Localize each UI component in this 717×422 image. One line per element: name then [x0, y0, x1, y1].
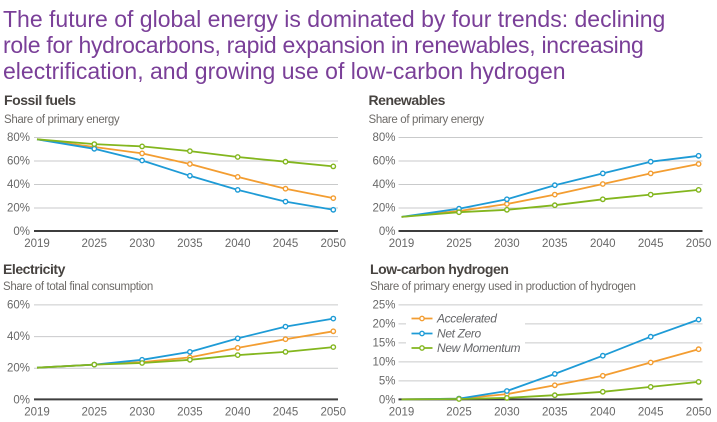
svg-text:20%: 20% — [7, 203, 30, 215]
svg-text:2030: 2030 — [129, 238, 155, 250]
svg-text:2019: 2019 — [24, 407, 50, 419]
svg-text:2035: 2035 — [177, 407, 203, 419]
svg-text:60%: 60% — [372, 156, 395, 168]
svg-text:20%: 20% — [372, 203, 395, 215]
svg-text:20%: 20% — [372, 318, 395, 330]
svg-text:15%: 15% — [372, 337, 395, 349]
svg-text:2030: 2030 — [129, 407, 155, 419]
svg-text:2035: 2035 — [542, 407, 568, 419]
svg-text:80%: 80% — [372, 132, 395, 144]
svg-text:2019: 2019 — [389, 407, 415, 419]
svg-text:2050: 2050 — [686, 238, 712, 250]
svg-text:60%: 60% — [7, 299, 30, 311]
svg-text:40%: 40% — [7, 179, 30, 191]
svg-text:20%: 20% — [7, 363, 30, 375]
svg-text:2040: 2040 — [225, 407, 251, 419]
svg-text:5%: 5% — [379, 375, 396, 387]
svg-text:2025: 2025 — [82, 238, 108, 250]
svg-text:2035: 2035 — [177, 238, 203, 250]
svg-text:New Momentum: New Momentum — [437, 341, 521, 355]
svg-text:10%: 10% — [372, 356, 395, 368]
svg-text:2050: 2050 — [321, 407, 347, 419]
svg-text:25%: 25% — [372, 299, 395, 311]
svg-text:0%: 0% — [13, 394, 30, 406]
svg-text:Accelerated: Accelerated — [436, 312, 497, 326]
svg-text:2030: 2030 — [494, 407, 520, 419]
svg-text:2045: 2045 — [638, 238, 664, 250]
svg-text:40%: 40% — [372, 179, 395, 191]
svg-text:2025: 2025 — [446, 238, 472, 250]
svg-text:40%: 40% — [7, 331, 30, 343]
svg-text:2019: 2019 — [24, 238, 50, 250]
svg-text:2025: 2025 — [82, 407, 108, 419]
svg-text:80%: 80% — [7, 132, 30, 144]
svg-text:2040: 2040 — [225, 238, 251, 250]
svg-text:2045: 2045 — [638, 407, 664, 419]
svg-text:0%: 0% — [379, 226, 396, 238]
svg-text:Net Zero: Net Zero — [437, 327, 482, 341]
svg-text:0%: 0% — [13, 226, 30, 238]
svg-text:60%: 60% — [7, 156, 30, 168]
svg-text:2035: 2035 — [542, 238, 568, 250]
svg-text:2025: 2025 — [446, 407, 472, 419]
svg-text:2045: 2045 — [273, 407, 299, 419]
svg-text:2050: 2050 — [321, 238, 347, 250]
svg-text:2019: 2019 — [389, 238, 415, 250]
svg-text:2040: 2040 — [590, 238, 616, 250]
svg-text:2045: 2045 — [273, 238, 299, 250]
svg-text:2030: 2030 — [494, 238, 520, 250]
svg-text:2050: 2050 — [686, 407, 712, 419]
svg-text:0%: 0% — [379, 394, 396, 406]
svg-text:2040: 2040 — [590, 407, 616, 419]
